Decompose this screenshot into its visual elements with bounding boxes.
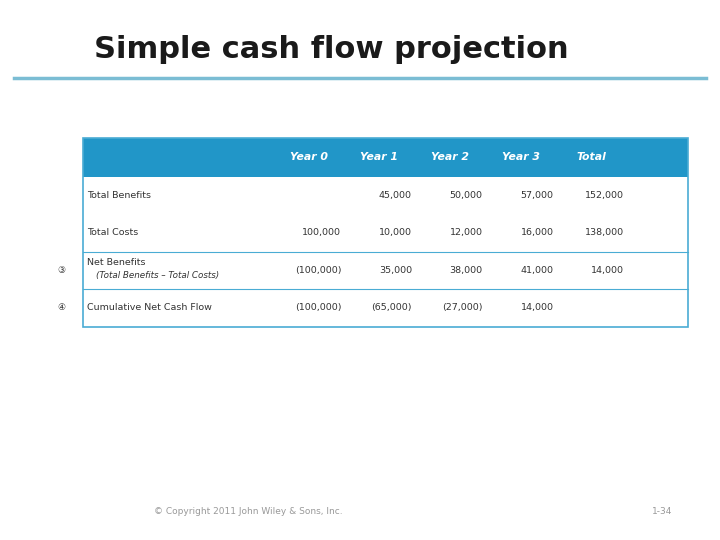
Text: Cumulative Net Cash Flow: Cumulative Net Cash Flow	[87, 303, 212, 313]
Text: 35,000: 35,000	[379, 266, 412, 275]
Text: ③: ③	[57, 266, 66, 275]
Text: (27,000): (27,000)	[442, 303, 482, 313]
Text: 100,000: 100,000	[302, 228, 341, 238]
Text: 1-34: 1-34	[652, 508, 672, 516]
Text: ④: ④	[57, 303, 66, 313]
Text: Total Costs: Total Costs	[87, 228, 138, 238]
Text: 38,000: 38,000	[449, 266, 482, 275]
Text: 10,000: 10,000	[379, 228, 412, 238]
Text: 41,000: 41,000	[521, 266, 554, 275]
Text: Year 1: Year 1	[361, 152, 398, 162]
Text: 45,000: 45,000	[379, 191, 412, 200]
Text: Simple cash flow projection: Simple cash flow projection	[94, 35, 568, 64]
Text: Year 3: Year 3	[502, 152, 540, 162]
Text: 16,000: 16,000	[521, 228, 554, 238]
Text: Net Benefits: Net Benefits	[87, 258, 145, 267]
Text: 12,000: 12,000	[450, 228, 482, 238]
Text: 57,000: 57,000	[521, 191, 554, 200]
Text: 152,000: 152,000	[585, 191, 624, 200]
Text: 138,000: 138,000	[585, 228, 624, 238]
Text: 14,000: 14,000	[591, 266, 624, 275]
Text: 14,000: 14,000	[521, 303, 554, 313]
Text: © Copyright 2011 John Wiley & Sons, Inc.: © Copyright 2011 John Wiley & Sons, Inc.	[154, 508, 343, 516]
Text: (Total Benefits – Total Costs): (Total Benefits – Total Costs)	[96, 271, 220, 280]
Text: (65,000): (65,000)	[372, 303, 412, 313]
Text: Total Benefits: Total Benefits	[87, 191, 151, 200]
Text: Total: Total	[577, 152, 607, 162]
Text: 50,000: 50,000	[450, 191, 482, 200]
Text: (100,000): (100,000)	[294, 303, 341, 313]
Text: Year 2: Year 2	[431, 152, 469, 162]
Text: Year 0: Year 0	[289, 152, 328, 162]
Text: (100,000): (100,000)	[294, 266, 341, 275]
